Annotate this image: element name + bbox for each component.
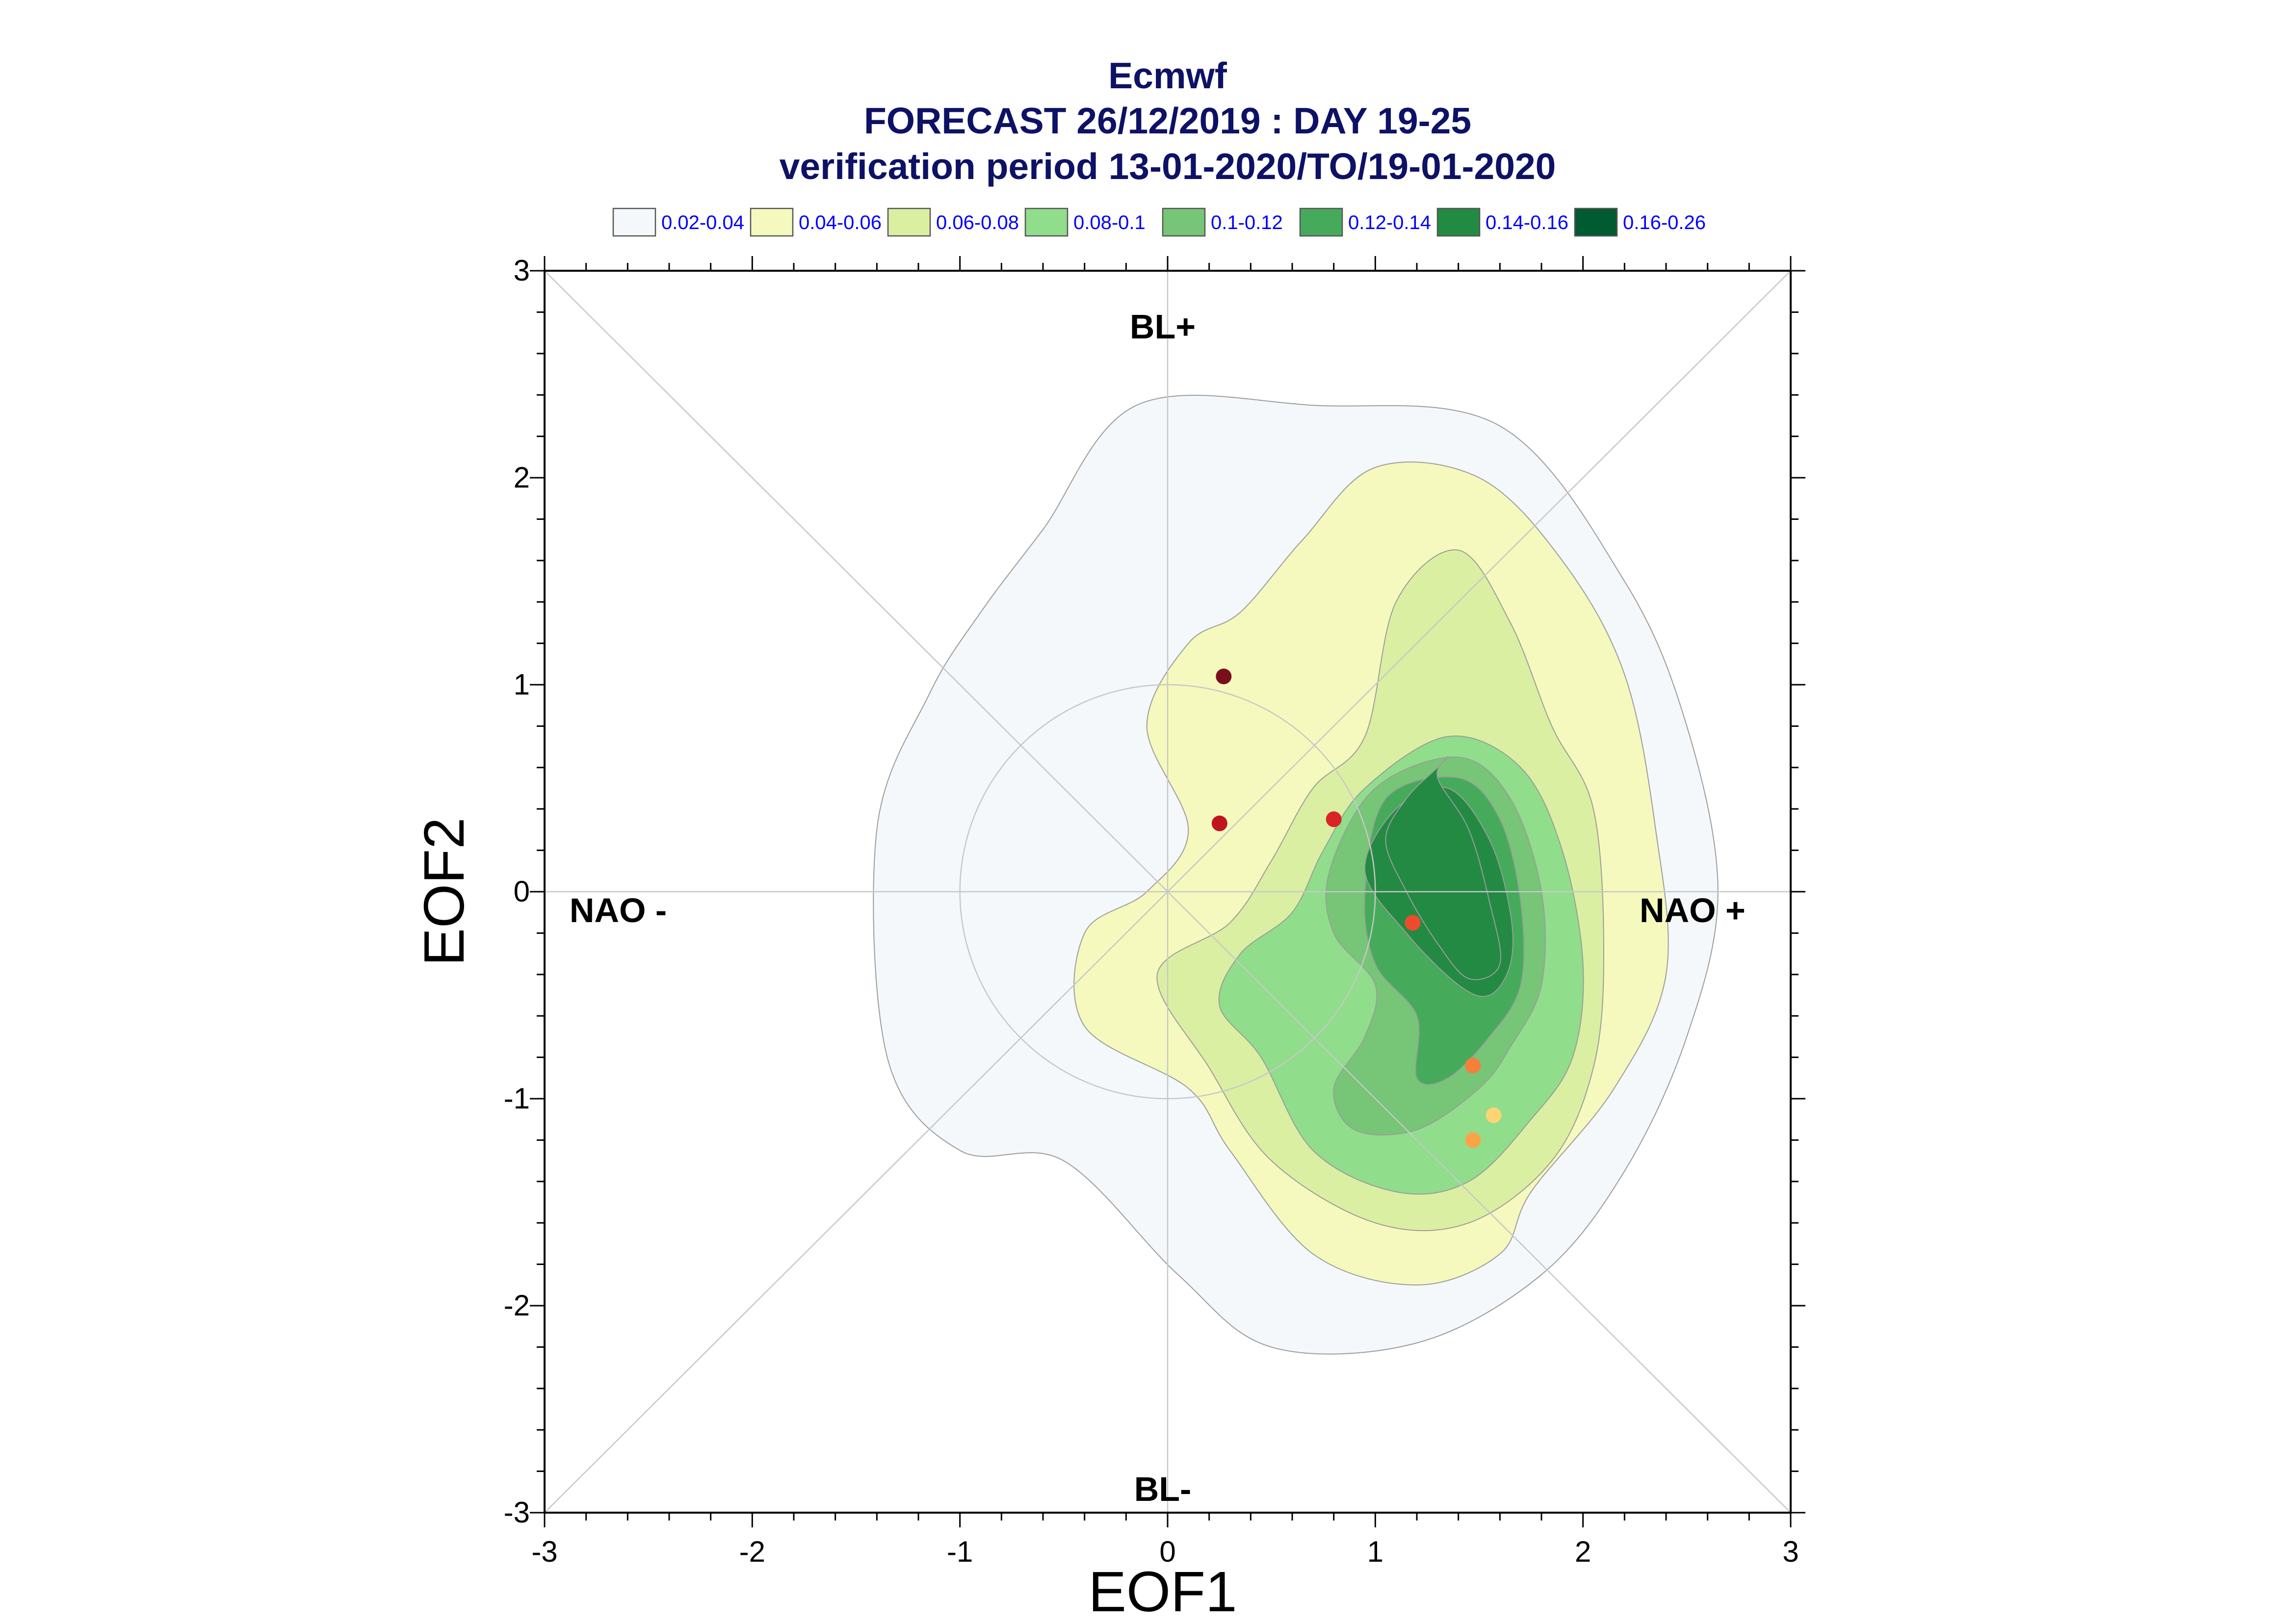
x-tick-label: -1 <box>947 1535 973 1568</box>
y-tick-label: 0 <box>514 875 530 908</box>
forecast-point-2 <box>1211 815 1227 831</box>
legend-swatch-6 <box>1299 207 1343 237</box>
legend-label-8: 0.16-0.26 <box>1623 212 1706 233</box>
x-tick-label: -2 <box>739 1535 765 1568</box>
legend-label-3: 0.06-0.08 <box>936 212 1019 233</box>
y-tick-label: 1 <box>514 668 530 701</box>
forecast-point-7 <box>1465 1132 1481 1148</box>
y-tick-label: -3 <box>504 1496 530 1529</box>
y-axis-title: EOF2 <box>412 818 476 966</box>
x-tick-label: -3 <box>531 1535 557 1568</box>
chart-subtitle-verification: verification period 13-01-2020/TO/19-01-… <box>780 146 1556 187</box>
x-tick-label: 3 <box>1782 1535 1799 1568</box>
density-contours <box>873 394 1719 1355</box>
legend-label-7: 0.14-0.16 <box>1486 212 1568 233</box>
x-tick-label: 1 <box>1367 1535 1383 1568</box>
forecast-point-3 <box>1326 811 1342 827</box>
regime-label-bl-minus: BL- <box>1134 1470 1192 1508</box>
y-tick-label: 2 <box>514 461 530 494</box>
unit-circle <box>959 684 1376 1100</box>
forecast-point-1 <box>1216 669 1232 685</box>
legend-label-1: 0.02-0.04 <box>661 212 744 233</box>
axis-ticks: -3 -2 -1 0 1 2 3 -3 -2 -1 0 1 2 3 <box>504 254 1805 1568</box>
y-tick-label: -1 <box>504 1082 530 1115</box>
plot-area: -3 -2 -1 0 1 2 3 -3 -2 -1 0 1 2 3 <box>504 254 1805 1568</box>
x-axis-title: EOF1 <box>1089 1560 1237 1624</box>
legend-label-4: 0.08-0.1 <box>1073 212 1146 233</box>
y-tick-label: -2 <box>504 1289 530 1322</box>
regime-label-nao-minus: NAO - <box>570 891 667 929</box>
forecast-point-6 <box>1486 1107 1502 1123</box>
legend-swatch-2 <box>750 207 794 237</box>
forecast-point-4 <box>1405 915 1421 931</box>
legend-label-5: 0.1-0.12 <box>1211 212 1283 233</box>
x-tick-label: 2 <box>1575 1535 1591 1568</box>
legend-label-6: 0.12-0.14 <box>1348 212 1431 233</box>
regime-label-nao-plus: NAO + <box>1640 891 1746 929</box>
legend-swatch-7 <box>1436 207 1481 237</box>
legend-swatch-3 <box>887 207 931 237</box>
contour-level-8 <box>1385 756 1501 980</box>
y-tick-label: 3 <box>514 254 530 287</box>
legend-swatch-4 <box>1024 207 1069 237</box>
x-tick-label: 0 <box>1159 1535 1175 1568</box>
chart-title: Ecmwf <box>1108 55 1227 96</box>
regime-label-bl-plus: BL+ <box>1130 308 1196 346</box>
forecast-point-5 <box>1465 1057 1481 1074</box>
chart-subtitle-forecast: FORECAST 26/12/2019 : DAY 19-25 <box>864 100 1471 141</box>
legend-label-2: 0.04-0.06 <box>799 212 882 233</box>
legend-swatch-1 <box>612 207 656 237</box>
legend: 0.02-0.04 0.04-0.06 0.06-0.08 0.08-0.1 0.1-0… <box>612 207 1706 237</box>
forecast-points <box>1211 669 1502 1148</box>
legend-swatch-5 <box>1162 207 1206 237</box>
guide-lines <box>544 270 1791 1513</box>
legend-swatch-8 <box>1574 207 1618 237</box>
